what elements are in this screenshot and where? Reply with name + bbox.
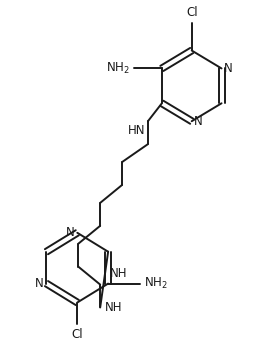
Text: NH: NH (110, 267, 128, 280)
Text: N: N (66, 226, 75, 239)
Text: Cl: Cl (72, 329, 83, 341)
Text: NH$_2$: NH$_2$ (106, 61, 130, 76)
Text: N: N (35, 277, 44, 290)
Text: NH: NH (105, 301, 123, 314)
Text: Cl: Cl (186, 6, 198, 19)
Text: HN: HN (128, 124, 145, 137)
Text: NH$_2$: NH$_2$ (144, 276, 168, 291)
Text: N: N (194, 115, 203, 128)
Text: N: N (224, 62, 233, 75)
